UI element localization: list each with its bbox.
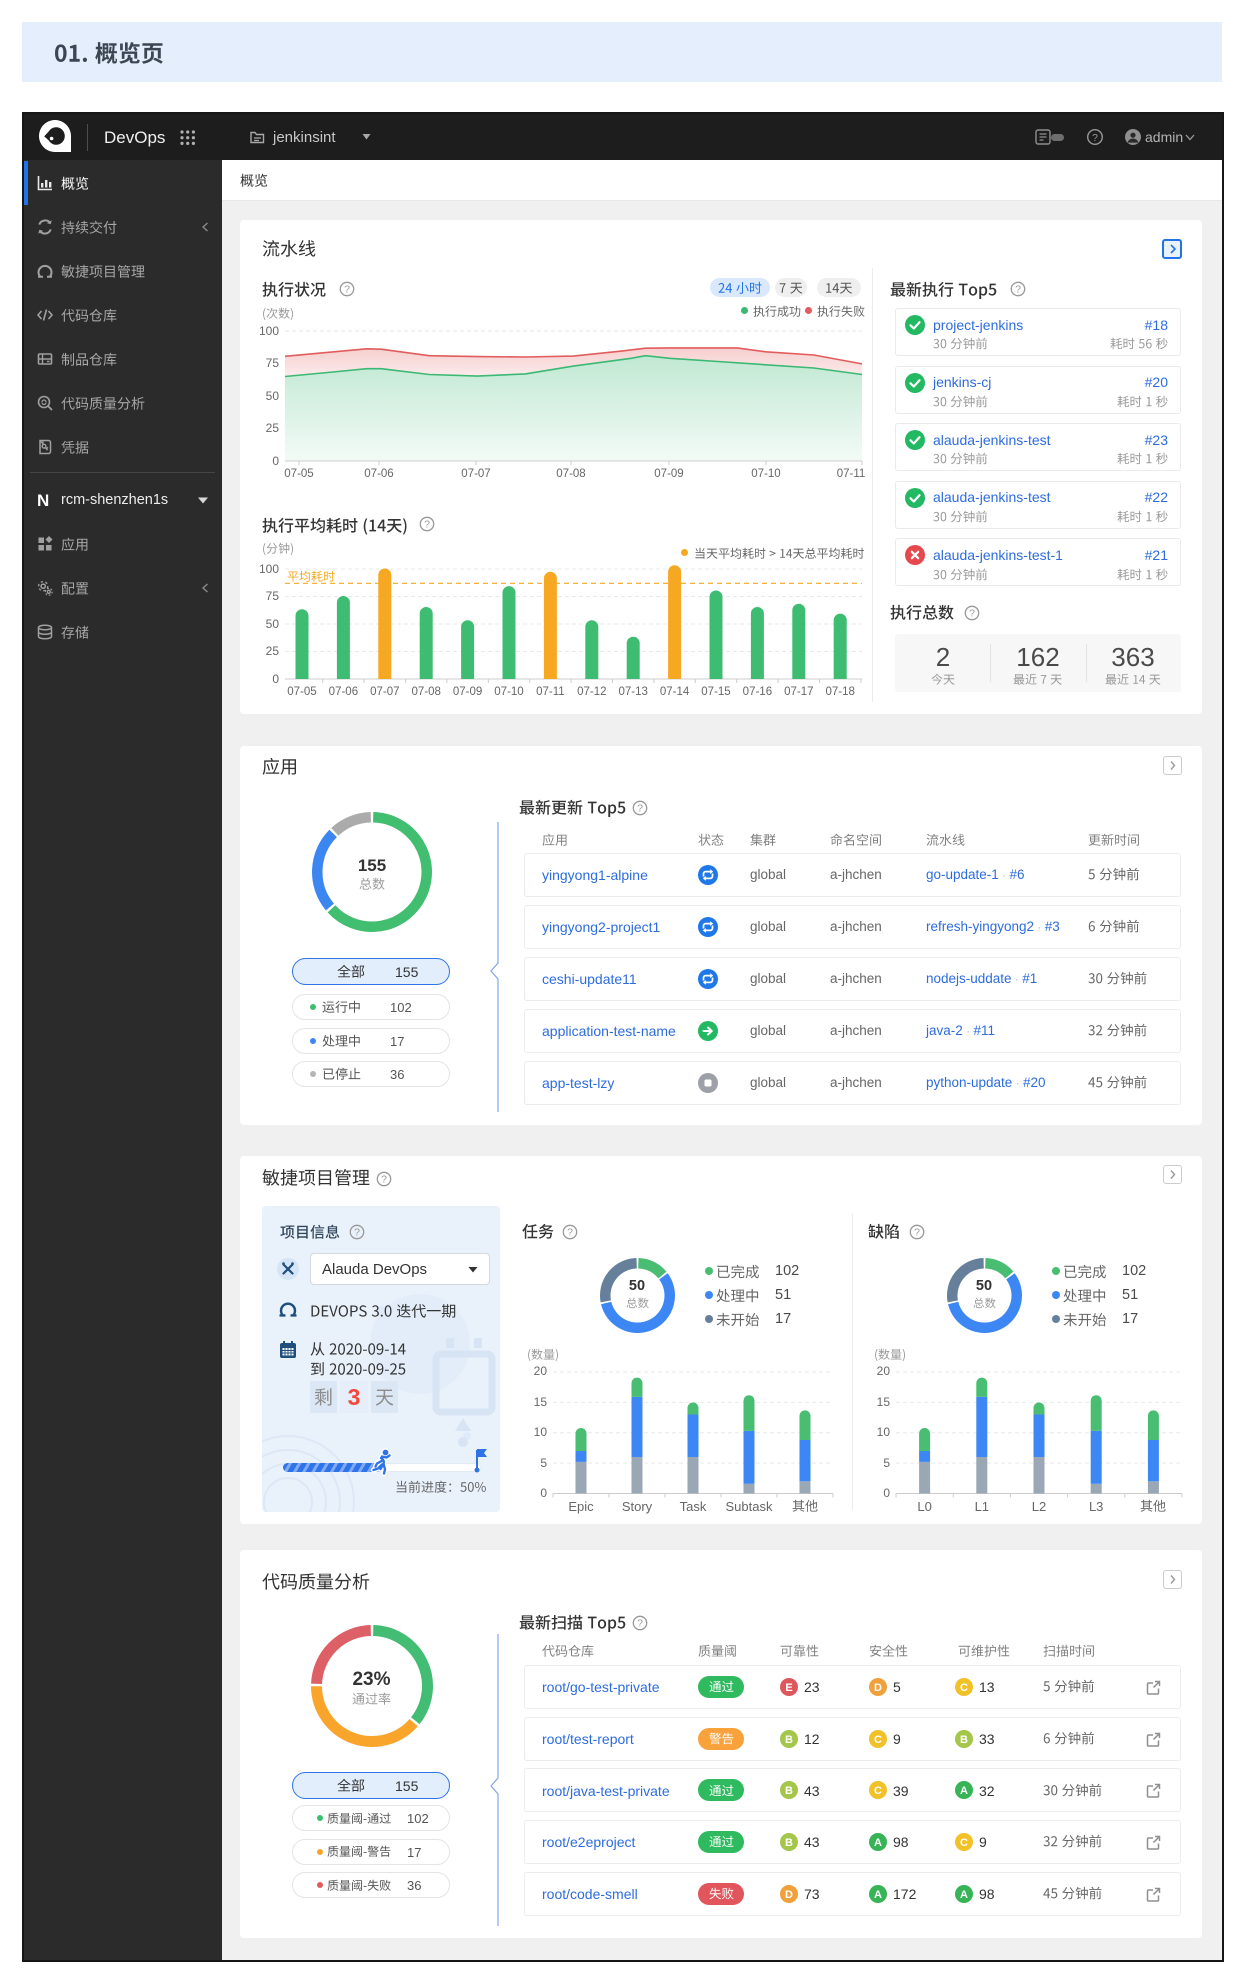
svg-text:?: ?: [424, 519, 430, 531]
svg-text:C: C: [960, 1837, 968, 1849]
svg-text:?: ?: [567, 1227, 573, 1239]
svg-text:D: D: [785, 1889, 793, 1901]
svg-text:A: A: [960, 1889, 968, 1901]
svg-text:?: ?: [637, 1618, 643, 1630]
svg-text:A: A: [874, 1837, 882, 1849]
svg-text:C: C: [874, 1734, 882, 1746]
svg-text:?: ?: [637, 803, 643, 815]
svg-text:B: B: [785, 1734, 793, 1746]
svg-text:E: E: [785, 1682, 792, 1694]
svg-text:?: ?: [1092, 132, 1098, 144]
svg-text:A: A: [960, 1785, 968, 1797]
svg-text:C: C: [960, 1682, 968, 1694]
svg-text:B: B: [785, 1785, 793, 1797]
svg-text:?: ?: [1015, 284, 1021, 296]
svg-text:?: ?: [914, 1227, 920, 1239]
svg-text:B: B: [785, 1837, 793, 1849]
svg-text:?: ?: [354, 1227, 360, 1239]
svg-text:B: B: [960, 1734, 968, 1746]
svg-text:?: ?: [969, 608, 975, 620]
svg-text:?: ?: [344, 284, 350, 296]
svg-text:C: C: [874, 1785, 882, 1797]
svg-text:A: A: [874, 1889, 882, 1901]
svg-text:D: D: [874, 1682, 882, 1694]
svg-text:?: ?: [381, 1174, 387, 1186]
